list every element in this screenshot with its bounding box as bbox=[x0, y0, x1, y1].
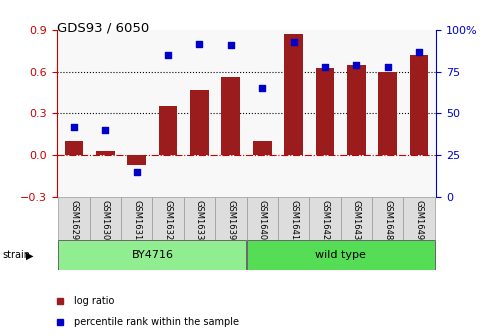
Text: GSM1643: GSM1643 bbox=[352, 200, 361, 240]
Text: GSM1633: GSM1633 bbox=[195, 200, 204, 241]
Text: GSM1649: GSM1649 bbox=[415, 200, 423, 240]
Bar bbox=[184, 197, 215, 240]
Text: BY4716: BY4716 bbox=[131, 250, 174, 260]
Text: wild type: wild type bbox=[315, 250, 366, 260]
Point bbox=[321, 64, 329, 70]
Bar bbox=[284, 34, 303, 155]
Bar bbox=[121, 197, 152, 240]
Bar bbox=[246, 240, 435, 270]
Bar bbox=[58, 197, 90, 240]
Bar bbox=[246, 197, 278, 240]
Text: percentile rank within the sample: percentile rank within the sample bbox=[74, 317, 239, 327]
Bar bbox=[90, 197, 121, 240]
Point bbox=[352, 62, 360, 68]
Bar bbox=[372, 197, 403, 240]
Bar bbox=[316, 68, 334, 155]
Bar bbox=[221, 77, 240, 155]
Text: GSM1639: GSM1639 bbox=[226, 200, 235, 240]
Text: ▶: ▶ bbox=[26, 250, 33, 260]
Bar bbox=[309, 197, 341, 240]
Bar bbox=[278, 197, 309, 240]
Text: GSM1641: GSM1641 bbox=[289, 200, 298, 240]
Point bbox=[227, 43, 235, 48]
Text: GSM1632: GSM1632 bbox=[164, 200, 173, 240]
Point bbox=[384, 64, 391, 70]
Text: GSM1640: GSM1640 bbox=[258, 200, 267, 240]
Point bbox=[133, 169, 141, 174]
Text: GSM1629: GSM1629 bbox=[70, 200, 78, 240]
Bar bbox=[127, 155, 146, 165]
Bar bbox=[190, 90, 209, 155]
Point bbox=[164, 52, 172, 58]
Text: GSM1642: GSM1642 bbox=[320, 200, 329, 240]
Point bbox=[415, 49, 423, 54]
Bar bbox=[152, 197, 184, 240]
Point bbox=[102, 127, 109, 133]
Bar bbox=[253, 141, 272, 155]
Text: GDS93 / 6050: GDS93 / 6050 bbox=[57, 22, 149, 35]
Text: log ratio: log ratio bbox=[74, 296, 114, 306]
Text: strain: strain bbox=[2, 250, 31, 260]
Bar bbox=[403, 197, 435, 240]
Bar bbox=[58, 240, 246, 270]
Bar bbox=[341, 197, 372, 240]
Bar bbox=[96, 151, 115, 155]
Text: GSM1631: GSM1631 bbox=[132, 200, 141, 240]
Point bbox=[70, 124, 78, 129]
Bar bbox=[347, 65, 366, 155]
Bar bbox=[159, 107, 177, 155]
Bar bbox=[215, 197, 246, 240]
Point bbox=[289, 39, 297, 45]
Bar bbox=[378, 72, 397, 155]
Point bbox=[196, 41, 204, 46]
Text: GSM1630: GSM1630 bbox=[101, 200, 110, 240]
Text: GSM1648: GSM1648 bbox=[383, 200, 392, 240]
Point bbox=[258, 86, 266, 91]
Bar bbox=[410, 55, 428, 155]
Bar bbox=[65, 141, 83, 155]
